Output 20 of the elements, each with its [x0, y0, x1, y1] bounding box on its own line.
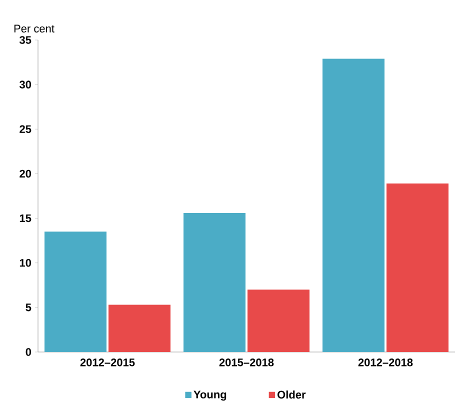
x-tick-label: 2015–2018: [219, 358, 274, 366]
x-tick-label: 2012–2015: [80, 358, 135, 366]
y-axis-title: Per cent: [14, 24, 54, 32]
y-tick-label: 25: [20, 125, 32, 134]
y-tick-label: 35: [19, 36, 32, 44]
legend-label: Young: [194, 390, 226, 401]
y-tick-label: 0: [26, 348, 32, 356]
x-tick-label: 2012–2018: [358, 358, 413, 366]
bar: [322, 58, 385, 352]
legend-label: Older: [278, 390, 306, 399]
bar: [184, 212, 246, 352]
bar: [248, 290, 310, 352]
bar: [44, 232, 106, 352]
y-tick-label: 5: [26, 304, 32, 312]
y-tick-label: 15: [20, 214, 32, 222]
bar: [386, 184, 449, 352]
y-tick-label: 20: [20, 170, 32, 178]
y-tick-label: 10: [20, 258, 32, 267]
y-tick-label: 30: [19, 80, 32, 88]
bar: [108, 304, 170, 352]
